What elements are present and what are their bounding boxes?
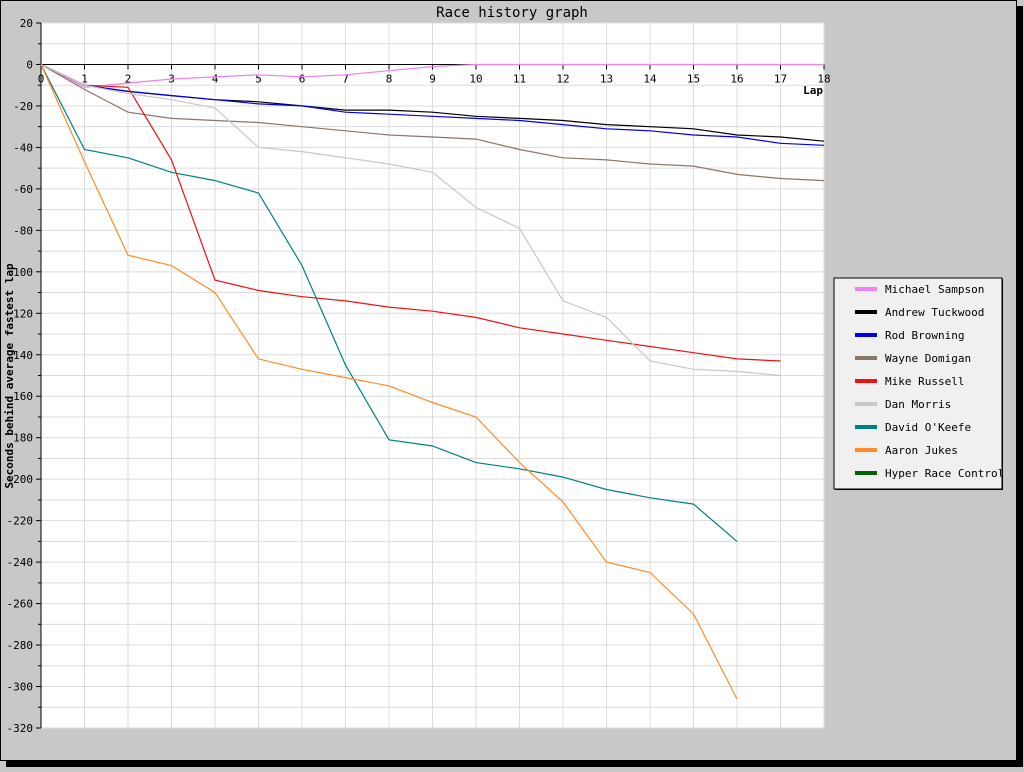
x-tick-label: 15	[687, 72, 700, 85]
x-tick-label: 16	[730, 72, 743, 85]
series-line	[40, 64, 738, 700]
y-tick-label: -80	[13, 224, 33, 237]
series-line	[40, 63, 824, 88]
x-tick-label: 0	[38, 72, 45, 85]
legend: Michael Sampson Andrew Tuckwood Rod Browni…	[855, 283, 1004, 480]
series-line	[40, 63, 825, 182]
x-tick-label: 18	[817, 72, 830, 85]
y-axis-label: Seconds behind average fastest lap	[3, 263, 16, 489]
x-tick-label: 5	[255, 72, 262, 85]
series-line	[40, 63, 781, 362]
y-tick-label: -40	[13, 141, 33, 154]
y-tick-label: -240	[7, 556, 34, 569]
y-tick-label: 100	[13, 266, 33, 279]
x-tick-label: 12	[556, 72, 569, 85]
y-tick-label: -260	[7, 598, 34, 611]
gridlines	[40, 22, 825, 729]
y-tick-label: -60	[13, 183, 33, 196]
x-tick-label: 8	[386, 72, 393, 85]
legend-label: Andrew Tuckwood	[885, 306, 984, 319]
y-tick-label: 200	[13, 473, 33, 486]
frame-shadow-right	[1017, 6, 1023, 767]
legend-label: Aaron Jukes	[885, 444, 958, 457]
x-tick-label: 17	[774, 72, 787, 85]
chart-title: Race history graph	[436, 5, 588, 21]
frame-shadow-bottom	[6, 761, 1023, 767]
y-tick-label: -20	[13, 100, 33, 113]
x-axis-label: Lap	[803, 84, 823, 97]
x-tick-label: 10	[469, 72, 482, 85]
legend-label: Mike Russell	[885, 375, 964, 388]
y-tick-label: -320	[7, 722, 34, 735]
y-tick-label: 160	[13, 390, 33, 403]
x-tick-label: 7	[342, 72, 349, 85]
x-tick-label: 11	[513, 72, 526, 85]
x-tick-label: 13	[600, 72, 613, 85]
y-tick-label: -280	[7, 639, 34, 652]
x-tick-label: 2	[125, 72, 132, 85]
y-tick-label: -220	[7, 515, 34, 528]
x-tick-label: 4	[212, 72, 219, 85]
x-tick-label: 1	[81, 72, 88, 85]
y-tick-label: 20	[20, 17, 33, 30]
y-tick-label: 140	[13, 349, 33, 362]
legend-label: Rod Browning	[885, 329, 964, 342]
legend-label: Michael Sampson	[885, 283, 984, 296]
x-tick-label: 6	[299, 72, 306, 85]
y-tick-label: -300	[7, 681, 34, 694]
series-line	[40, 63, 781, 377]
y-tick-label: 180	[13, 432, 33, 445]
series-lines	[40, 63, 825, 700]
y-tick-label: 120	[13, 307, 33, 320]
legend-label: Hyper Race Control	[885, 467, 1004, 480]
legend-label: David O'Keefe	[885, 421, 971, 434]
x-tick-label: 14	[643, 72, 657, 85]
y-tick-label: 0	[26, 58, 33, 71]
series-line	[40, 63, 825, 146]
x-tick-label: 9	[429, 72, 436, 85]
legend-label: Wayne Domigan	[885, 352, 971, 365]
series-line	[40, 64, 738, 542]
legend-label: Dan Morris	[885, 398, 951, 411]
